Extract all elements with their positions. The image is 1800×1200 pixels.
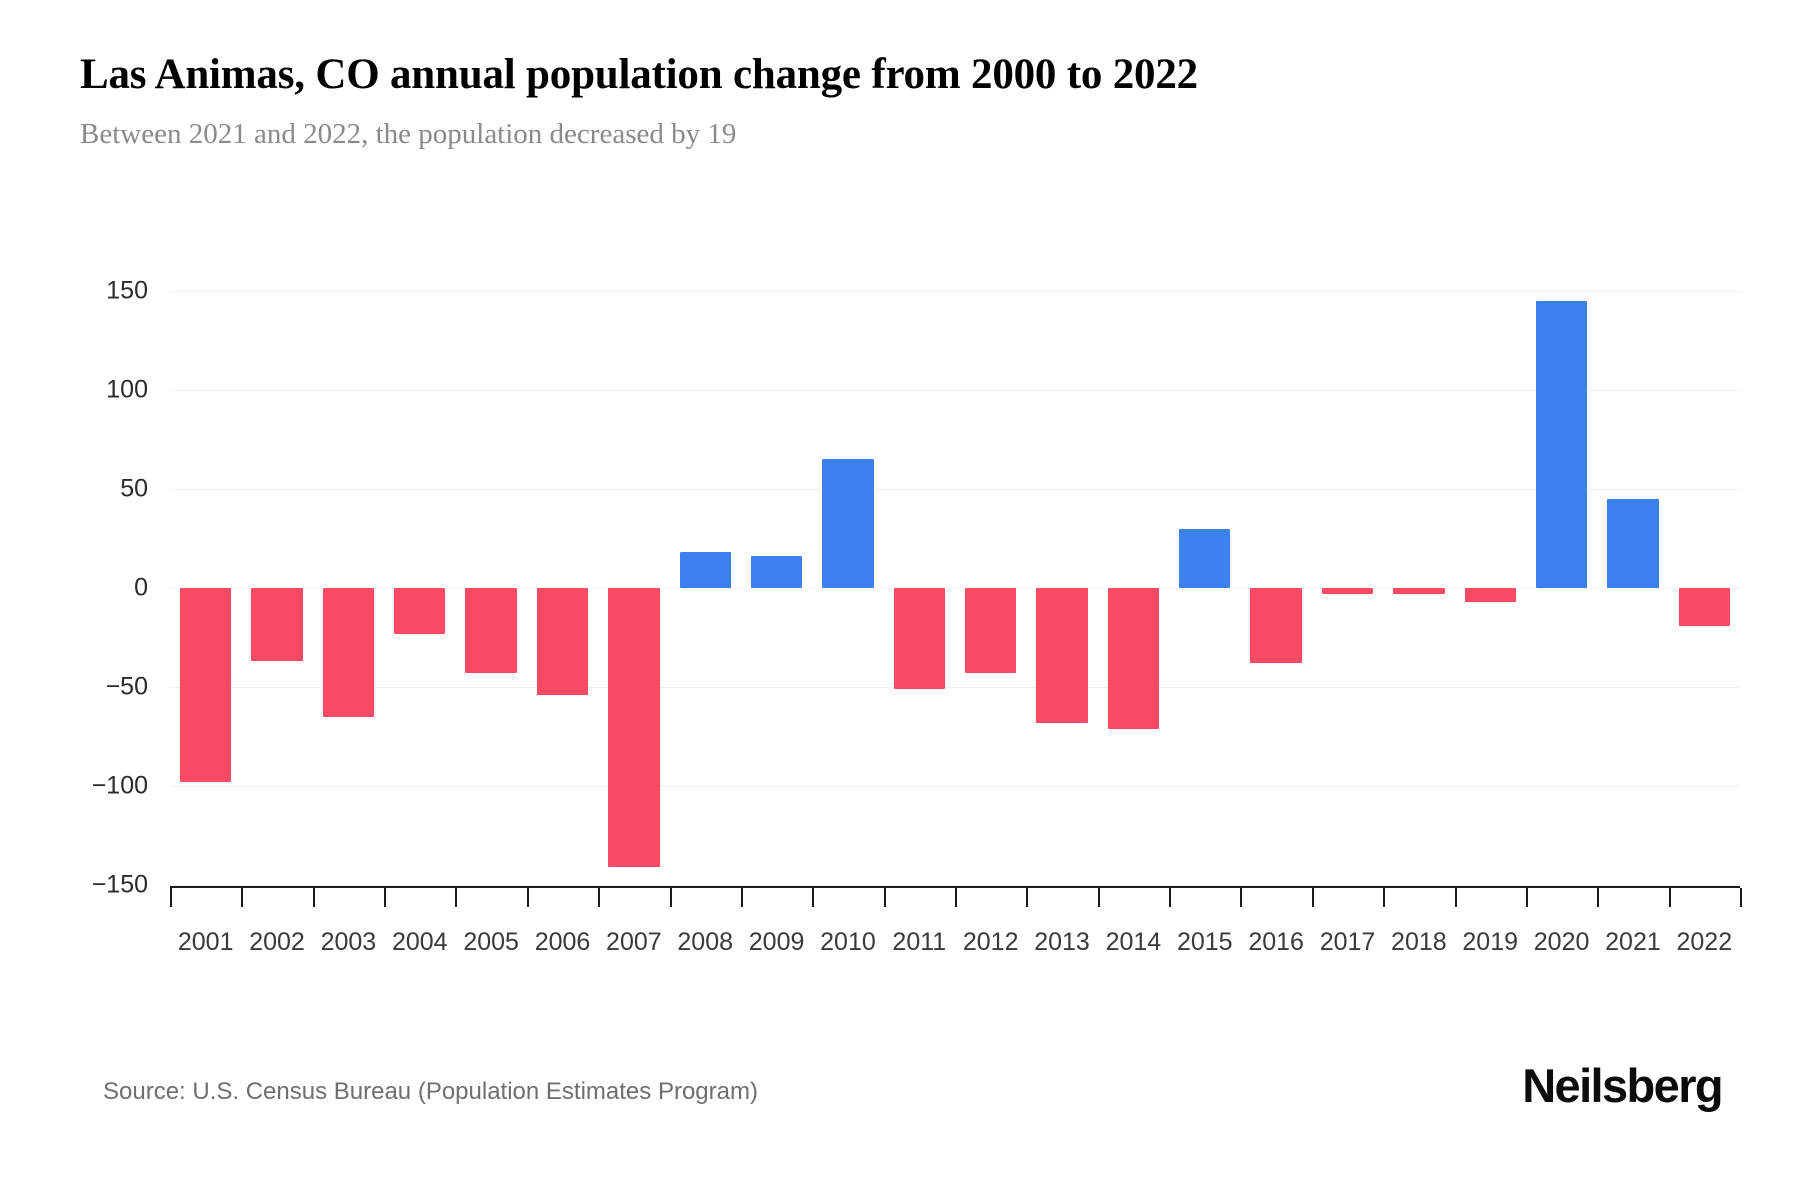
y-tick-label: 100 xyxy=(106,375,148,404)
gridline xyxy=(170,885,1740,886)
x-tick-label: 2009 xyxy=(748,928,805,956)
x-tick-mark xyxy=(1668,888,1671,907)
y-tick-label: −100 xyxy=(91,771,148,800)
gridline xyxy=(170,390,1740,391)
bar[interactable] xyxy=(1321,588,1374,594)
bar[interactable] xyxy=(1464,588,1516,602)
x-tick-mark xyxy=(883,888,886,907)
x-tick-label: 2010 xyxy=(820,928,876,956)
x-tick-label: 2005 xyxy=(463,928,519,956)
bar[interactable] xyxy=(179,588,232,783)
chart-subtitle: Between 2021 and 2022, the population de… xyxy=(80,118,737,151)
gridline xyxy=(170,786,1740,787)
bar[interactable] xyxy=(679,552,731,588)
x-tick-mark xyxy=(526,888,529,907)
bar[interactable] xyxy=(822,459,874,588)
x-tick-mark xyxy=(1097,888,1100,907)
chart-header: Las Animas, CO annual population change … xyxy=(80,50,1720,152)
x-tick-label: 2011 xyxy=(892,928,947,956)
x-tick-label: 2020 xyxy=(1533,928,1590,956)
x-tick-mark xyxy=(1026,888,1029,907)
bar[interactable] xyxy=(465,588,517,674)
bar[interactable] xyxy=(322,588,375,717)
x-tick-mark xyxy=(955,888,957,907)
gridline xyxy=(170,489,1740,490)
x-tick-label: 2015 xyxy=(1176,928,1233,956)
x-tick-mark xyxy=(312,888,315,907)
x-tick-mark xyxy=(1525,888,1528,907)
x-tick-mark xyxy=(1454,888,1457,907)
x-tick-mark xyxy=(384,888,387,907)
brand-logo: Neilsberg xyxy=(1522,1059,1723,1112)
bar[interactable] xyxy=(1036,588,1088,723)
source-note: Source: U.S. Census Bureau (Population E… xyxy=(103,1078,758,1105)
x-tick-label: 2008 xyxy=(677,928,734,956)
x-tick-mark xyxy=(1597,888,1600,907)
x-tick-mark xyxy=(1169,888,1172,907)
bar[interactable] xyxy=(1250,588,1302,664)
gridline xyxy=(170,687,1740,688)
x-tick-mark xyxy=(598,888,601,907)
x-tick-label: 2003 xyxy=(320,928,377,956)
bar[interactable] xyxy=(1678,588,1730,626)
x-tick-label: 2016 xyxy=(1248,928,1304,956)
x-tick-label: 2004 xyxy=(391,928,448,956)
x-tick-label: 2007 xyxy=(606,928,662,956)
x-tick-label: 2019 xyxy=(1462,928,1519,956)
bar[interactable] xyxy=(394,588,446,634)
bar[interactable] xyxy=(536,588,589,695)
x-tick-label: 2002 xyxy=(249,928,305,956)
x-tick-mark xyxy=(1311,888,1314,907)
x-tick-mark xyxy=(170,888,172,907)
y-tick-label: −50 xyxy=(105,672,148,701)
x-tick-label: 2014 xyxy=(1105,928,1162,956)
x-tick-mark xyxy=(1740,888,1742,907)
x-tick-mark xyxy=(812,888,815,907)
bar[interactable] xyxy=(750,556,803,588)
bar[interactable] xyxy=(1393,588,1445,594)
bar[interactable] xyxy=(1607,498,1659,588)
y-tick-label: 0 xyxy=(134,573,148,602)
x-tick-mark xyxy=(669,888,672,907)
page-title: Las Animas, CO annual population change … xyxy=(80,51,1198,98)
x-tick-label: 2018 xyxy=(1391,928,1447,956)
bar[interactable] xyxy=(1107,588,1160,729)
bar[interactable] xyxy=(251,588,303,662)
x-axis-line xyxy=(170,886,1740,888)
x-tick-label: 2012 xyxy=(962,928,1019,956)
x-tick-label: 2001 xyxy=(177,928,234,956)
bar[interactable] xyxy=(893,588,945,689)
x-tick-mark xyxy=(1383,888,1386,907)
x-tick-mark xyxy=(455,888,458,907)
bar[interactable] xyxy=(1535,300,1588,588)
x-tick-label: 2021 xyxy=(1605,928,1661,956)
x-tick-mark xyxy=(740,888,743,907)
bar[interactable] xyxy=(608,588,660,868)
gridline xyxy=(170,291,1740,292)
x-tick-mark xyxy=(1240,888,1243,907)
bar[interactable] xyxy=(1179,528,1231,588)
x-tick-mark xyxy=(241,888,244,907)
y-tick-label: 150 xyxy=(106,276,148,305)
x-tick-label: 2022 xyxy=(1676,928,1733,956)
x-tick-label: 2013 xyxy=(1034,928,1090,956)
gridline xyxy=(170,588,1740,589)
bar[interactable] xyxy=(964,588,1017,674)
y-tick-label: 50 xyxy=(120,474,148,503)
y-tick-label: −150 xyxy=(91,870,148,899)
x-tick-label: 2017 xyxy=(1319,928,1376,956)
x-tick-label: 2006 xyxy=(534,928,591,956)
